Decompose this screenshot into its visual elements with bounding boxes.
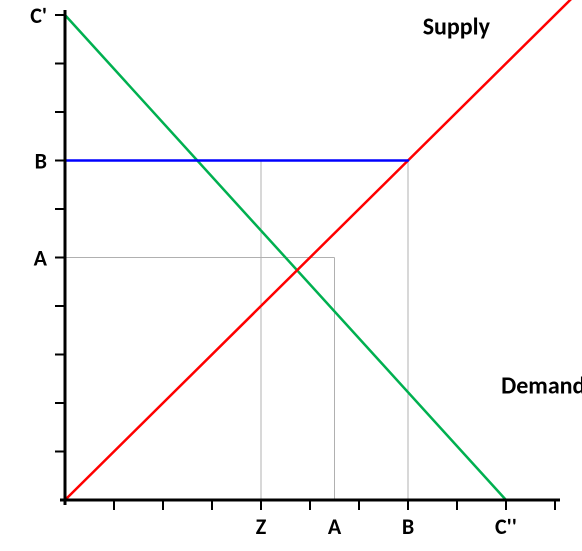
x-axis-label: Z <box>256 513 267 540</box>
y-axis-label: B <box>35 148 47 175</box>
y-axis-label: A <box>34 245 48 272</box>
demand-line-label: Demand <box>501 371 582 400</box>
supply-line-label: Supply <box>423 12 491 41</box>
x-axis-label: A <box>328 513 342 540</box>
y-axis-label: C' <box>30 2 47 29</box>
x-axis-label: C'' <box>495 513 517 540</box>
x-axis-label: B <box>402 513 414 540</box>
chart-svg: Demand Supply A B C' Z A B C'' <box>0 0 582 551</box>
supply-demand-chart: Demand Supply A B C' Z A B C'' <box>0 0 582 551</box>
